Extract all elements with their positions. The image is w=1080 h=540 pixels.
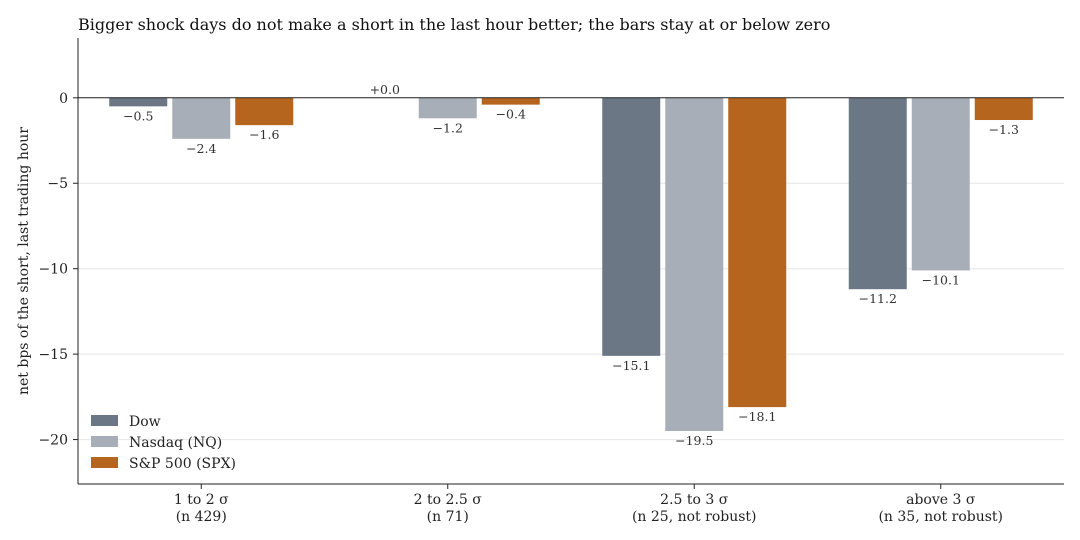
data-label: −1.6 <box>249 127 279 142</box>
x-tick-label: 2.5 to 3 σ <box>660 492 729 508</box>
y-tick-label: −10 <box>38 262 68 278</box>
x-ticks: 1 to 2 σ(n 429) 2 to 2.5 σ(n 71) 2.5 to 3 … <box>174 484 1003 525</box>
data-label: −0.4 <box>496 107 526 122</box>
legend-label: Dow <box>129 414 161 430</box>
bar <box>235 97 294 126</box>
y-axis-label: net bps of the short, last trading hour <box>16 127 32 395</box>
x-tick-label: above 3 σ <box>906 492 976 508</box>
x-tick-sublabel: (n 35, not robust) <box>878 509 1003 525</box>
bar <box>728 97 787 408</box>
legend-label: Nasdaq (NQ) <box>129 435 222 451</box>
y-tick-label: −5 <box>47 176 68 192</box>
y-tick-label: 0 <box>59 91 68 107</box>
data-label: −15.1 <box>612 358 650 373</box>
data-label: −19.5 <box>675 433 713 448</box>
bar <box>602 97 661 356</box>
bar <box>109 97 168 107</box>
legend-label: S&P 500 (SPX) <box>129 456 236 472</box>
bar <box>974 97 1033 121</box>
y-tick-label: −20 <box>38 433 68 449</box>
bars <box>109 97 1033 432</box>
data-label: −1.3 <box>989 122 1019 137</box>
chart-title: Bigger shock days do not make a short in… <box>78 15 830 34</box>
data-label: +0.0 <box>370 82 400 97</box>
bar <box>481 97 540 105</box>
x-tick-sublabel: (n 429) <box>176 509 227 525</box>
bar <box>172 97 231 139</box>
bar <box>848 97 907 290</box>
data-label: −11.2 <box>859 291 897 306</box>
legend-swatch <box>91 436 118 447</box>
data-label: −0.5 <box>123 108 153 123</box>
data-label: −10.1 <box>922 272 960 287</box>
bar <box>911 97 970 271</box>
legend-swatch <box>91 415 118 426</box>
data-labels: −0.5 −2.4 −1.6 +0.0 −1.2 −0.4 −15.1 −19.5 −18.1 −… <box>123 82 1019 448</box>
data-label: −1.2 <box>433 120 463 135</box>
legend: Dow Nasdaq (NQ) S&P 500 (SPX) <box>91 414 236 472</box>
bar <box>418 97 477 119</box>
x-tick-label: 1 to 2 σ <box>174 492 229 508</box>
x-tick-sublabel: (n 25, not robust) <box>632 509 757 525</box>
y-tick-label: −15 <box>38 347 68 363</box>
data-label: −2.4 <box>186 141 216 156</box>
axes <box>77 38 1064 485</box>
legend-swatch <box>91 457 118 468</box>
y-ticks: 0 −5 −10 −15 −20 <box>38 91 78 449</box>
data-label: −18.1 <box>738 409 776 424</box>
x-tick-sublabel: (n 71) <box>427 509 469 525</box>
x-tick-label: 2 to 2.5 σ <box>414 492 483 508</box>
bar <box>665 97 724 432</box>
